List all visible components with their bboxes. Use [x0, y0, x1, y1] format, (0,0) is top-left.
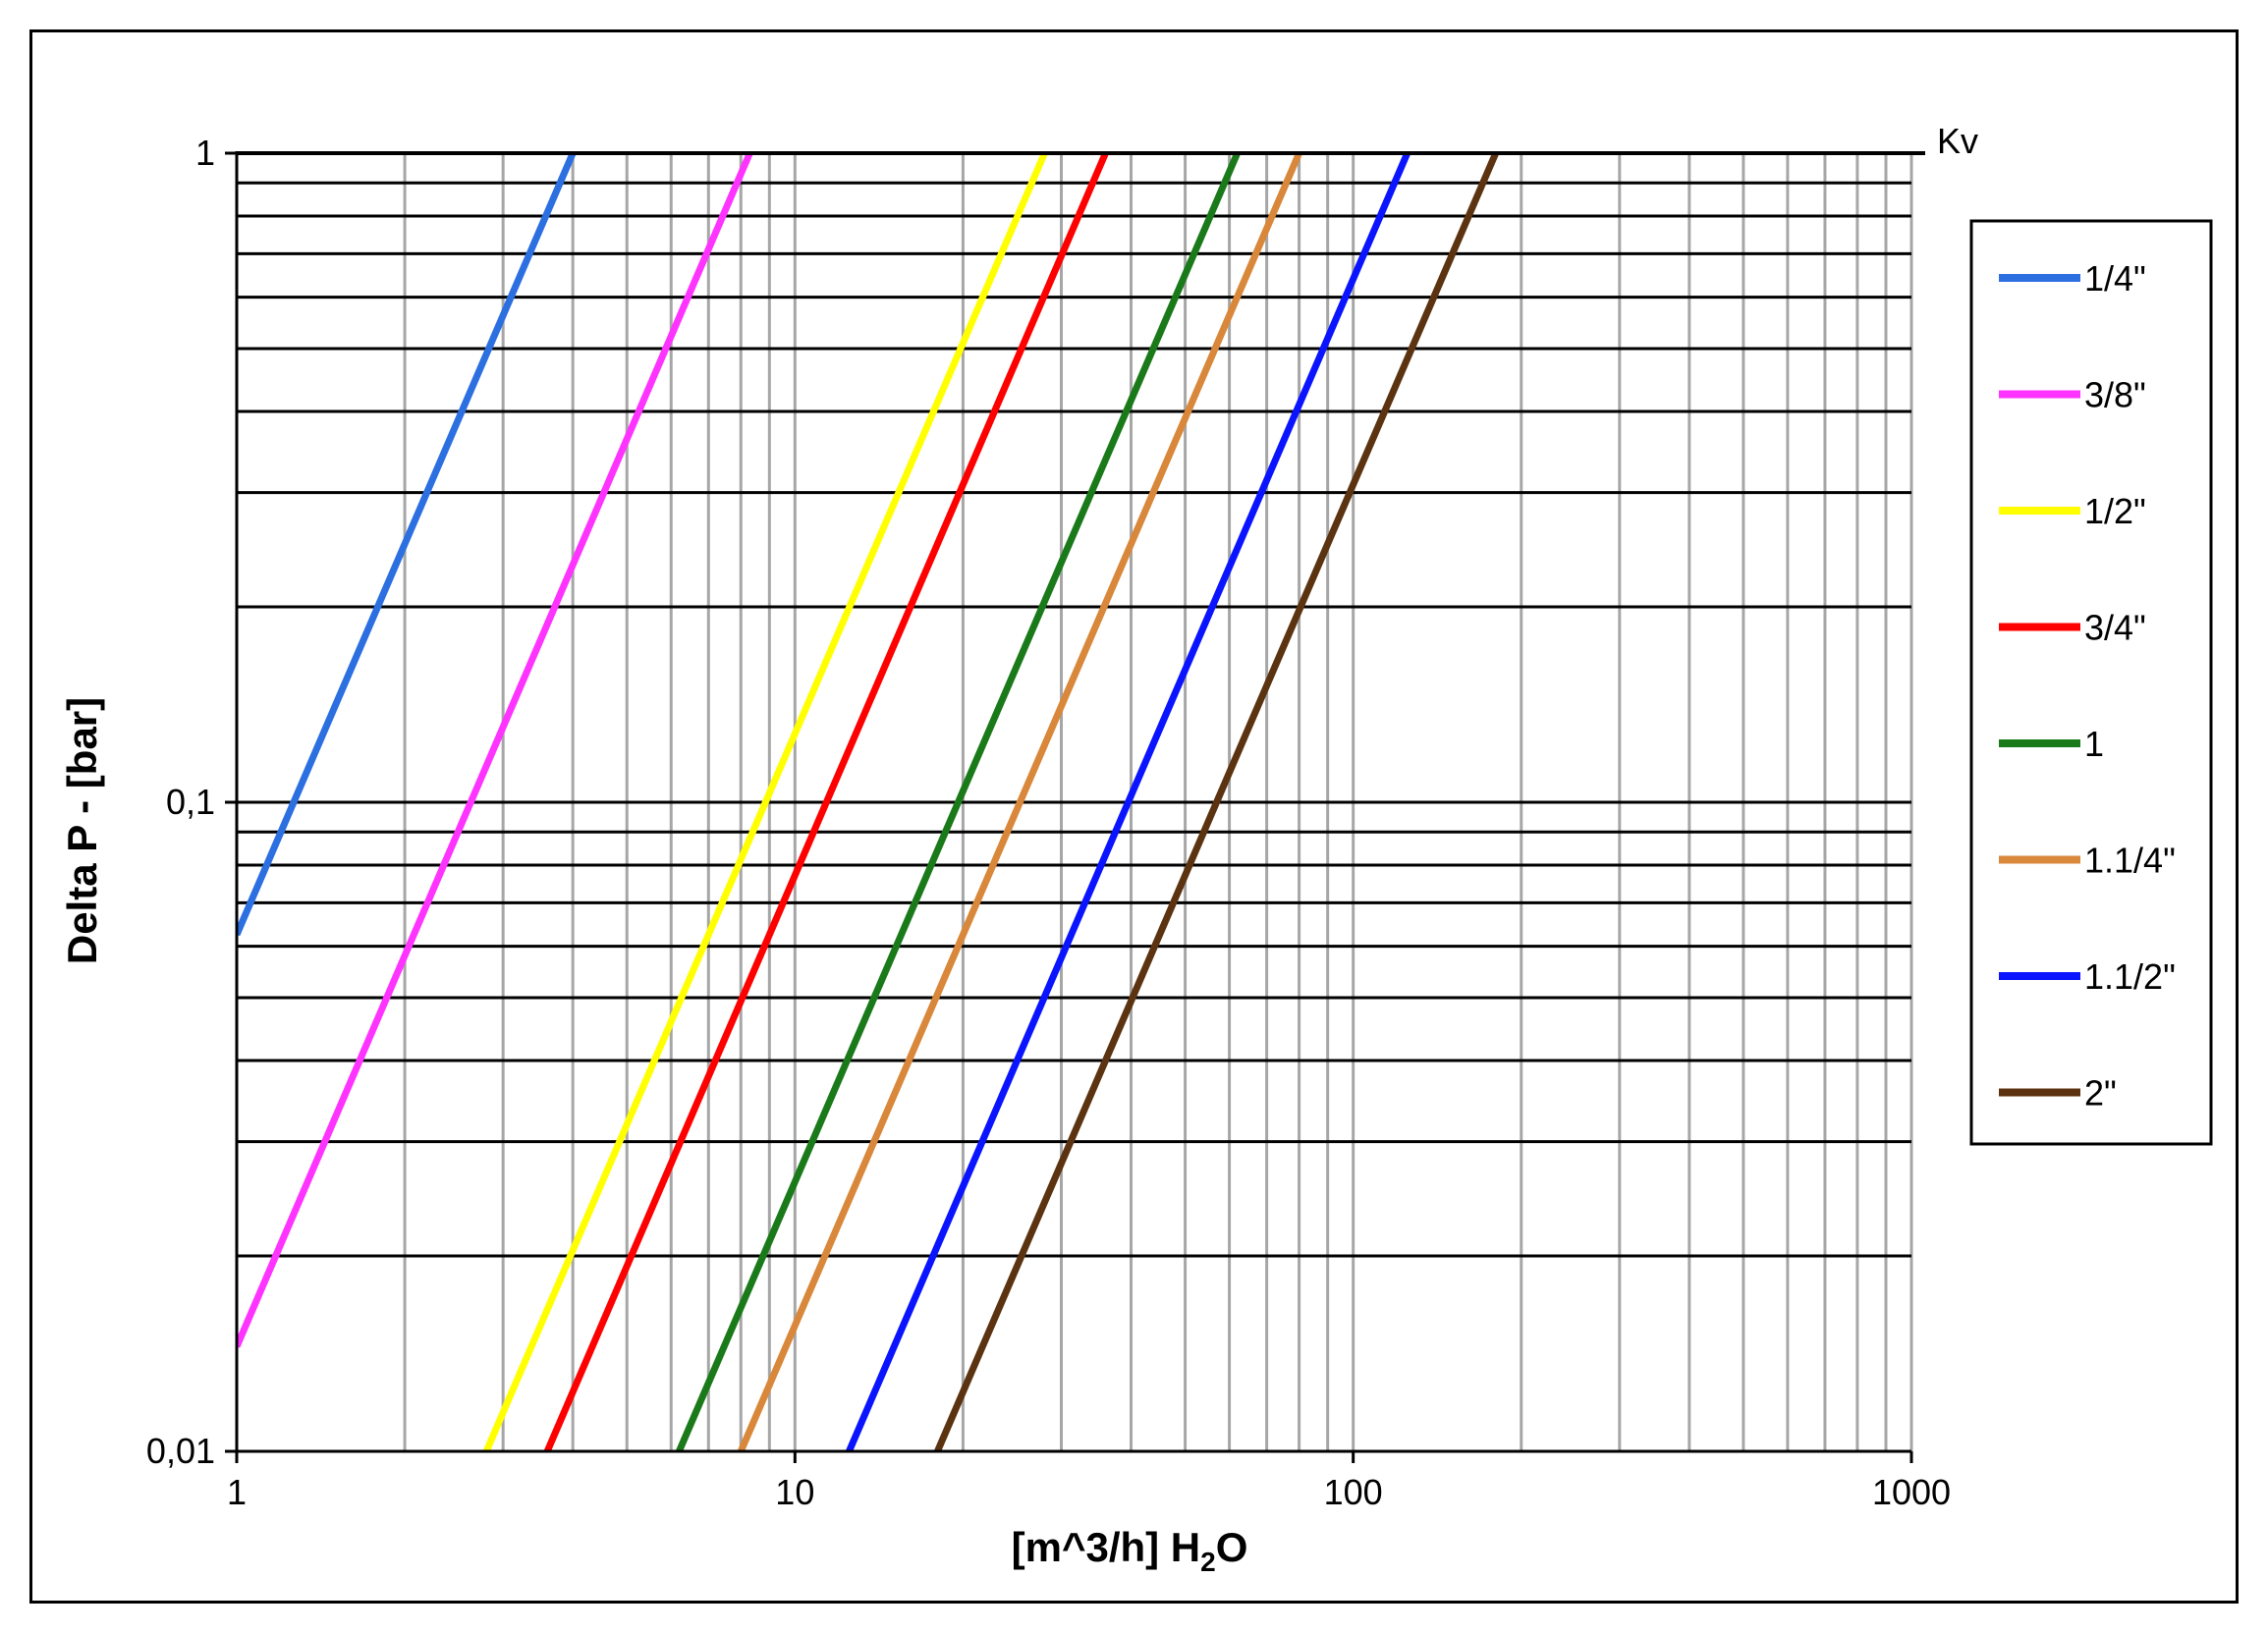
y-tick-label: 0,01: [146, 1431, 215, 1471]
x-axis-title: [m^3/h] H2O: [1012, 1524, 1248, 1577]
series-lines: [237, 153, 1499, 1451]
tick-labels: 1 10 100 1000 0,01 0,1 1: [146, 133, 1951, 1512]
legend-label-5: 1.1/4": [2084, 841, 2176, 881]
legend-label-6: 1.1/2": [2084, 956, 2176, 997]
legend-label-4: 1: [2084, 724, 2104, 764]
series-line-1: [237, 153, 753, 1348]
series-line-7: [934, 153, 1499, 1451]
axes: [225, 151, 1925, 1463]
x-axis-title-main: [m^3/h] H: [1012, 1524, 1201, 1570]
legend-label-7: 2": [2084, 1073, 2117, 1114]
x-axis-title-subscript: 2: [1200, 1547, 1216, 1577]
series-line-3: [543, 153, 1109, 1451]
y-tick-label: 0,1: [166, 782, 215, 822]
series-line-4: [676, 153, 1241, 1451]
series-line-0: [237, 153, 577, 937]
x-axis-title-tail: O: [1216, 1524, 1248, 1570]
legend-label-2: 1/2": [2084, 491, 2146, 531]
x-tick-label: 1000: [1872, 1472, 1951, 1512]
x-tick-label: 1: [227, 1472, 247, 1512]
series-line-6: [846, 153, 1411, 1451]
legend-box: [1969, 219, 2213, 1146]
kv-annotation: Kv: [1937, 121, 1978, 161]
legend-label-1: 3/8": [2084, 375, 2146, 415]
legend-label-3: 3/4": [2084, 608, 2146, 648]
series-line-5: [738, 153, 1302, 1451]
legend-label-0: 1/4": [2084, 258, 2146, 299]
x-tick-label: 10: [775, 1472, 814, 1512]
legend: 1/4" 3/8" 1/2" 3/4" 1 1.1/4" 1.1/2" 2": [1969, 219, 2213, 1146]
chart-frame: [29, 29, 2239, 1604]
y-tick-label: 1: [195, 133, 215, 173]
series-line-2: [482, 153, 1048, 1451]
x-tick-label: 100: [1324, 1472, 1383, 1512]
y-axis-title: Delta P - [bar]: [59, 697, 105, 964]
